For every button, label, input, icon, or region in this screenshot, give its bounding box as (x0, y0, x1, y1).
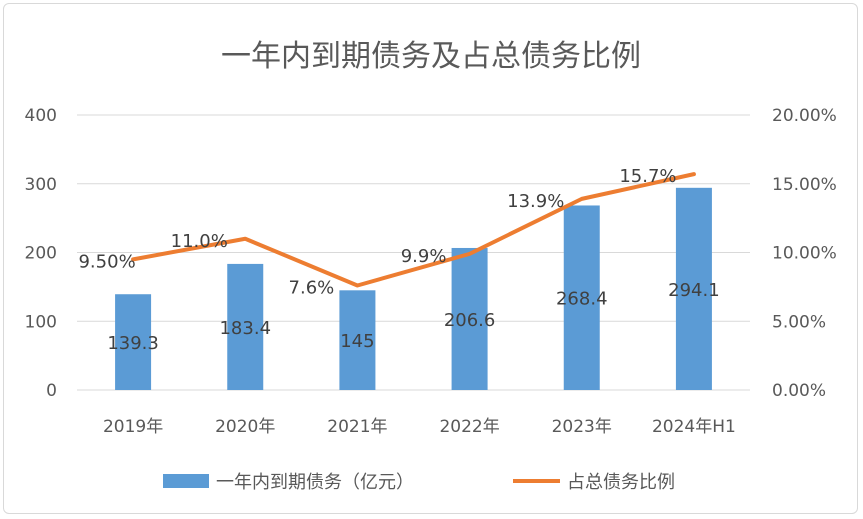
bar-data-label: 183.4 (219, 318, 271, 339)
legend-bar-label: 一年内到期债务（亿元） (216, 472, 414, 493)
legend-bar-swatch (163, 474, 209, 488)
right-axis-tick: 15.00% (772, 175, 837, 195)
x-axis-tick: 2021年 (327, 417, 387, 437)
left-axis-tick: 100 (25, 312, 57, 332)
x-axis-tick: 2024年H1 (652, 417, 736, 437)
right-axis-tick: 0.00% (772, 381, 826, 401)
right-axis-tick: 20.00% (772, 106, 837, 126)
line-data-label: 9.50% (78, 251, 135, 272)
x-axis-tick: 2019年 (103, 417, 163, 437)
bar (339, 290, 376, 390)
left-axis-tick: 200 (25, 244, 57, 264)
right-axis-tick: 10.00% (772, 244, 837, 264)
bar (563, 205, 600, 390)
bar (451, 247, 488, 390)
line-data-label: 11.0% (171, 231, 228, 252)
x-axis-tick: 2022年 (439, 417, 499, 437)
chart-title: 一年内到期债务及占总债务比例 (221, 39, 641, 74)
bar (115, 294, 152, 390)
bar-data-label: 139.3 (107, 333, 159, 354)
bar (675, 187, 712, 390)
line-data-label: 9.9% (401, 246, 447, 267)
legend-line-label: 占总债务比例 (567, 472, 675, 493)
line-data-label: 7.6% (289, 278, 335, 299)
line-data-label: 13.9% (507, 191, 564, 212)
line-data-label: 15.7% (619, 166, 676, 187)
line-series (131, 172, 696, 288)
left-axis-tick: 0 (46, 381, 57, 401)
x-axis-tick: 2023年 (552, 417, 612, 437)
bar-data-label: 145 (340, 331, 374, 352)
bar-data-label: 294.1 (668, 280, 720, 301)
bar-data-label: 206.6 (444, 310, 496, 331)
left-axis-tick: 400 (25, 106, 57, 126)
bar (227, 263, 264, 390)
bar-data-label: 268.4 (556, 289, 608, 310)
chart-frame (3, 3, 858, 514)
x-axis-tick: 2020年 (215, 417, 275, 437)
left-axis-tick: 300 (25, 175, 57, 195)
right-axis-tick: 5.00% (772, 312, 826, 332)
